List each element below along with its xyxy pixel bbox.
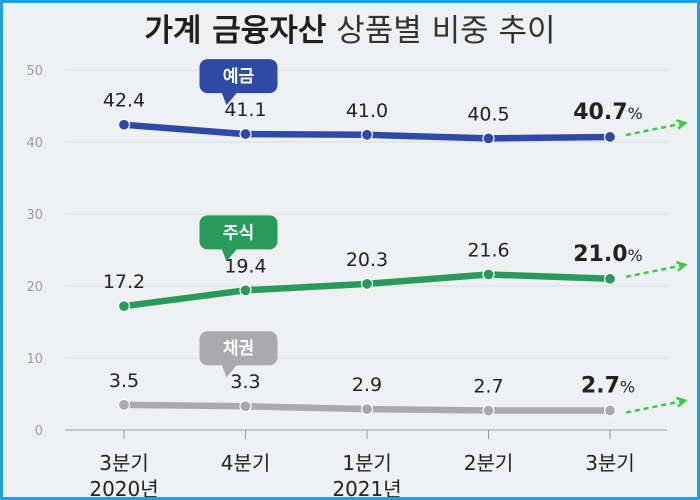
series-badge-label: 예금	[223, 67, 255, 87]
data-label: 19.4	[224, 255, 266, 277]
chart-title-light: 상품별 비중 추이	[336, 13, 556, 49]
data-point	[482, 132, 495, 145]
y-tick-label: 30	[26, 208, 43, 223]
trend-arrow-head	[676, 396, 688, 408]
x-tick-label: 4분기	[221, 451, 271, 475]
x-year-label: 2020년	[89, 477, 158, 497]
data-point	[360, 403, 374, 416]
data-label: 17.2	[103, 271, 145, 293]
data-point	[239, 400, 252, 413]
data-label: 41.1	[224, 99, 266, 121]
data-label: 21.6	[467, 239, 509, 261]
series-badge-pointer	[221, 92, 238, 106]
trend-arrow-head	[676, 119, 688, 130]
data-point	[360, 128, 374, 141]
series-badge-label: 주식	[223, 223, 254, 243]
series-badge	[199, 59, 278, 94]
series-badge-pointer	[221, 248, 238, 262]
series-badge	[199, 215, 278, 250]
data-point	[117, 300, 131, 313]
data-label: 42.4	[103, 90, 145, 112]
y-tick-label: 40	[26, 136, 43, 151]
trend-arrow-head	[676, 260, 688, 272]
series-주식: 17.2 19.4 20.3 21.6 21.0% 주식	[103, 215, 688, 313]
data-point	[239, 284, 252, 297]
series-badge-pointer	[221, 364, 238, 378]
data-label: 2.7%	[581, 374, 635, 399]
x-tick-label: 2분기	[464, 451, 514, 475]
data-point	[603, 272, 617, 285]
y-tick-label: 0	[35, 424, 43, 439]
y-tick-label: 20	[26, 280, 43, 295]
data-label: 2.9	[352, 374, 382, 396]
x-tick-label: 3분기	[585, 451, 635, 475]
trend-arrow-line	[625, 121, 686, 137]
y-tick-label: 50	[26, 64, 43, 79]
series-채권: 3.5 3.3 2.9 2.7 2.7% 채권	[109, 331, 688, 417]
chart-frame: 가계 금융자산 상품별 비중 추이 0 10 20 30 40 50 3분기 2020년 4분기…	[3, 3, 697, 497]
data-point	[117, 118, 131, 131]
y-tick-label: 10	[26, 352, 43, 367]
data-label: 20.3	[346, 249, 388, 271]
x-tick-label: 3분기	[99, 451, 149, 475]
x-tick-label: 1분기	[342, 451, 392, 475]
data-point	[117, 398, 131, 411]
data-point	[482, 268, 495, 281]
chart-title: 가계 금융자산 상품별 비중 추이	[3, 9, 697, 53]
data-label: 3.3	[230, 371, 260, 393]
data-point	[360, 277, 374, 290]
data-point	[239, 127, 252, 141]
series-badge	[199, 331, 278, 366]
data-point	[603, 404, 617, 417]
data-point	[482, 404, 495, 417]
data-label: 21.0%	[573, 242, 642, 267]
data-label: 3.5	[109, 370, 139, 392]
trend-arrow-line	[625, 399, 686, 414]
trend-arrow-line	[625, 263, 686, 279]
data-label: 41.0	[346, 100, 388, 122]
data-label: 2.7	[473, 376, 503, 398]
x-year-label: 2021년	[332, 477, 401, 497]
series-badge-label: 채권	[223, 339, 254, 359]
data-point	[603, 130, 617, 144]
data-label: 40.7%	[573, 100, 642, 125]
series-예금: 42.4 41.1 41.0 40.5 40.7% 예금	[103, 59, 688, 145]
data-label: 40.5	[467, 103, 509, 125]
chart-title-bold: 가계 금융자산	[144, 13, 327, 49]
